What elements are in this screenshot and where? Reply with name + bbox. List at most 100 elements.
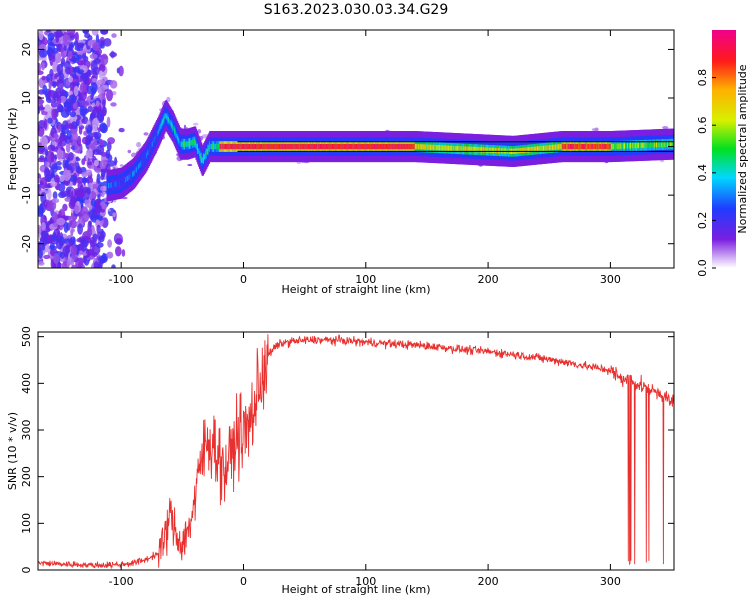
spectrogram-noise-blob — [80, 108, 90, 114]
spectrogram-ridge-cell — [107, 182, 109, 189]
spectrogram-ridge-cell — [262, 143, 264, 150]
spectrogram-ridge-cell — [291, 143, 293, 150]
spectrogram-ridge-cell — [485, 147, 488, 153]
spectrogram-ridge-cell — [538, 146, 541, 152]
spectrogram-ridge-cell — [227, 143, 229, 150]
spectrogram-noise-blob — [87, 161, 93, 166]
colorbar-label: Normalized spectral amplitude — [736, 64, 749, 233]
spectrogram-noise-blob — [56, 78, 65, 90]
spectrogram-scatter-blob — [103, 185, 106, 191]
spectrogram-ridge-cell — [498, 148, 501, 154]
spectrogram-ridge-cell — [133, 170, 135, 177]
spectrogram-ridge-cell — [248, 143, 251, 150]
spectrogram-noise-blob — [49, 242, 55, 250]
spectrogram-noise-blob — [65, 142, 71, 153]
spectrogram-noise-blob — [106, 116, 111, 128]
spectrogram-ridge-cell — [631, 143, 633, 149]
spectrogram-noise-blob — [66, 30, 76, 37]
spectrogram-ridge-cell — [576, 143, 579, 150]
spectrogram-ridge-cell — [373, 143, 376, 150]
spectrogram-ridge-cell — [186, 141, 188, 147]
spectrogram-noise-blob — [38, 146, 46, 153]
spectrogram-noise-blob — [95, 242, 104, 248]
spectrogram-ridge-cell — [134, 168, 137, 174]
spectrogram-noise-blob — [38, 105, 41, 115]
spectrogram-ridge-cell — [244, 143, 246, 150]
spectrogram-ridge-cell — [579, 143, 582, 150]
spectrogram-ridge-cell — [324, 143, 327, 150]
spectrogram-ridge-cell — [145, 154, 147, 160]
spectrogram-noise-blob — [76, 59, 85, 66]
spectrogram-ridge-cell — [335, 143, 338, 150]
spectrogram-ridge-cell — [260, 143, 263, 150]
spectrogram-ridge-cell — [448, 145, 450, 151]
spectrogram-ridge-cell — [365, 143, 368, 150]
spectrogram-ridge-cell — [389, 143, 391, 150]
spectrogram-ridge-cell — [283, 143, 286, 150]
spectrogram-ridge-cell — [184, 141, 186, 147]
spectrogram-ridge-cell — [434, 144, 436, 151]
spectrogram-scatter-blob — [591, 128, 599, 132]
spectrogram-noise-blob — [92, 117, 100, 128]
spectrogram-noise-blob — [90, 198, 96, 207]
spectrogram-ridge-cell — [543, 145, 545, 151]
spectrogram-noise-blob — [77, 223, 83, 235]
spectrogram-noise-blob — [67, 50, 73, 60]
colorbar-tick-label: 0.6 — [696, 116, 709, 134]
spectrogram-ridge-cell — [238, 143, 240, 150]
spectrogram-noise-blob — [59, 251, 65, 259]
spectrogram-noise-blob — [95, 33, 99, 44]
spectrogram-ridge-cell — [663, 141, 666, 148]
spectrogram-ridge-cell — [113, 181, 115, 188]
spectrogram-noise-blob — [95, 204, 103, 214]
y-tick-label: 0 — [20, 143, 33, 150]
spectrogram-noise-blob — [76, 244, 81, 252]
spectrogram-ridge-cell — [633, 143, 635, 149]
spectrogram-ridge-cell — [308, 143, 311, 150]
spectrogram-noise-blob — [69, 65, 73, 76]
spectrogram-noise-blob — [38, 97, 44, 107]
spectrogram-noise-blob — [52, 191, 58, 200]
spectrogram-noise-blob — [52, 232, 57, 242]
spectrogram-noise-blob — [102, 99, 106, 109]
spectrogram-noise-blob — [78, 127, 83, 135]
spectrogram-ridge-cell — [617, 143, 620, 149]
spectrogram-ridge-cell — [361, 143, 364, 150]
x-tick-label: -100 — [109, 273, 134, 286]
spectrogram-ridge-cell — [295, 143, 298, 150]
spectrogram-noise-blob — [46, 30, 51, 33]
spectrogram-ridge-cell — [556, 144, 559, 150]
spectrogram-ridge-cell — [599, 143, 602, 150]
spectrogram-ridge-cell — [562, 143, 565, 150]
spectrogram-noise-blob — [84, 197, 93, 209]
spectrogram-ridge-cell — [343, 143, 346, 150]
spectrogram-noise-blob — [55, 145, 64, 150]
y-tick-label: 20 — [20, 42, 33, 56]
spectrogram-ridge-cell — [628, 143, 631, 149]
spectrogram-ridge-cell — [346, 143, 348, 150]
spectrogram-ridge-cell — [139, 162, 141, 169]
spectrogram-ridge-cell — [401, 143, 403, 150]
spectrogram-ridge-cell — [108, 182, 110, 189]
spectrogram-ridge-cell — [439, 145, 442, 151]
spectrogram-ridge-cell — [289, 143, 292, 150]
y-tick-label: 400 — [20, 373, 33, 394]
spectrogram-ridge-cell — [309, 143, 311, 150]
spectrogram-ridge-cell — [441, 145, 443, 151]
spectrogram-noise-blob — [71, 130, 78, 142]
x-tick-label: -100 — [109, 575, 134, 588]
spectrogram-ylabel: Frequency (Hz) — [6, 108, 19, 191]
spectrogram-ridge-cell — [381, 143, 383, 150]
spectrogram-ridge-cell — [318, 143, 321, 150]
x-tick-label: 100 — [355, 575, 376, 588]
spectrogram-noise-blob — [91, 138, 98, 150]
spectrogram-noise-blob — [86, 124, 92, 136]
spectrogram-noise-blob — [107, 239, 112, 248]
colorbar-tick-label: 0.8 — [696, 69, 709, 87]
spectrogram-ridge-cell — [322, 143, 324, 150]
spectrogram-ridge-cell — [407, 143, 409, 150]
spectrogram-ridge-cell — [404, 143, 406, 150]
spectrogram-noise-blob — [41, 231, 46, 240]
spectrogram-ridge-cell — [490, 147, 493, 153]
spectrogram-ridge-cell — [276, 143, 278, 150]
